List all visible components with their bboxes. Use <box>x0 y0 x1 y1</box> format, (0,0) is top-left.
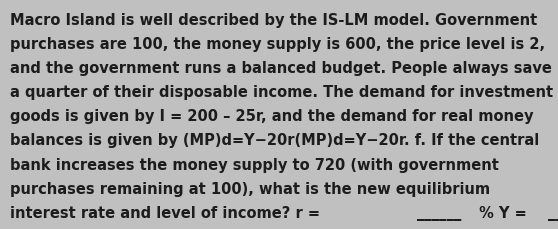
Text: a quarter of their disposable income. The demand for investment: a quarter of their disposable income. Th… <box>10 85 553 100</box>
Text: Macro Island is well described by the IS-LM model. Government: Macro Island is well described by the IS… <box>10 13 537 27</box>
Text: balances is given by (MP)d=Y−20r(MP)d=Y−20r. f. If the central: balances is given by (MP)d=Y−20r(MP)d=Y−… <box>10 133 539 148</box>
Text: and the government runs a balanced budget. People always save: and the government runs a balanced budge… <box>10 61 552 76</box>
Text: goods is given by I = 200 – 25r, and the demand for real money: goods is given by I = 200 – 25r, and the… <box>10 109 533 124</box>
Text: bank increases the money supply to 720 (with government: bank increases the money supply to 720 (… <box>10 157 499 172</box>
Text: interest rate and level of income? r =: interest rate and level of income? r = <box>10 205 325 220</box>
Text: purchases are 100, the money supply is 600, the price level is 2,: purchases are 100, the money supply is 6… <box>10 37 545 52</box>
Text: ______: ______ <box>417 205 461 220</box>
Text: ________: ________ <box>549 205 558 220</box>
Text: purchases remaining at 100), what is the new equilibrium: purchases remaining at 100), what is the… <box>10 181 490 196</box>
Text: % Y =: % Y = <box>474 205 532 220</box>
